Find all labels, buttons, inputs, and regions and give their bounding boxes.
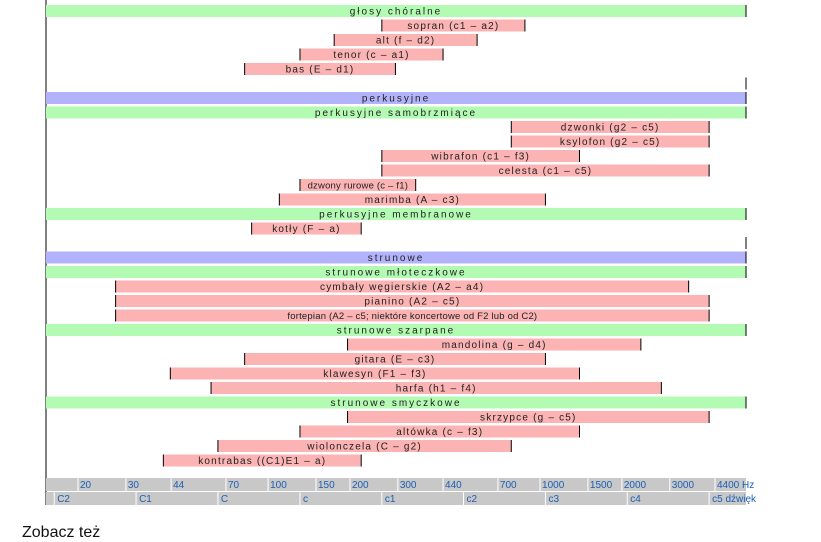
group-header-bar xyxy=(46,266,746,278)
range-bar xyxy=(381,150,580,162)
range-bar xyxy=(244,353,546,365)
frequency-tick-label: 1500 xyxy=(590,480,613,491)
range-bar-label: altówka (c – f3) xyxy=(396,427,483,438)
range-bar xyxy=(299,179,416,191)
range-bar xyxy=(381,19,525,32)
range-bar-label: mandolina (g – d4) xyxy=(442,340,547,351)
frequency-tick-label: 3000 xyxy=(672,480,695,491)
section-header-label: perkusyjne xyxy=(362,94,430,105)
frequency-tick-label: 150 xyxy=(318,480,335,491)
range-bar xyxy=(334,34,478,46)
range-bar-label: dzwonki (g2 – c5) xyxy=(561,123,660,134)
range-bar-label: alt (f – d2) xyxy=(376,36,435,47)
range-bar-label: bas (E – d1) xyxy=(286,65,355,76)
range-bar xyxy=(279,193,546,206)
frequency-tick-label: 4400 Hz xyxy=(717,480,754,491)
frequency-tick-label: 300 xyxy=(400,480,417,491)
frequency-tick-label: 200 xyxy=(352,480,369,491)
group-header-bar xyxy=(46,106,746,119)
range-bar xyxy=(511,121,710,133)
note-tick-label: c5 dźwięk xyxy=(712,494,757,505)
range-bar-label: wibrafon (c1 – f3) xyxy=(430,152,530,163)
range-bar-label: ksylofon (g2 – c5) xyxy=(560,137,661,148)
note-tick-label: C xyxy=(221,494,228,505)
range-bar xyxy=(163,454,362,467)
range-bar xyxy=(115,295,710,307)
range-bar xyxy=(244,63,396,75)
range-bar xyxy=(299,48,444,61)
group-header-label: strunowe młoteczkowe xyxy=(325,268,466,279)
range-bar xyxy=(115,280,689,293)
range-bar-label: sopran (c1 – a2) xyxy=(407,21,499,32)
group-header-label: strunowe szarpane xyxy=(337,326,456,337)
range-bar xyxy=(511,135,710,148)
section-header-bar xyxy=(46,251,746,264)
range-bar-label: celesta (c1 – c5) xyxy=(499,166,593,177)
frequency-tick-label: 100 xyxy=(270,480,287,491)
note-tick-label: c3 xyxy=(548,494,559,505)
frequency-tick-label: 70 xyxy=(228,480,240,491)
range-bar xyxy=(251,222,362,235)
range-bar-label: skrzypce (g – c5) xyxy=(480,413,577,424)
group-header-label: perkusyjne membranowe xyxy=(319,210,473,221)
range-bar-label: marimba (A – c3) xyxy=(365,195,460,206)
group-header-label: perkusyjne samobrzmiące xyxy=(315,108,477,119)
note-tick-label: C1 xyxy=(139,494,152,505)
range-bar xyxy=(299,425,580,438)
range-bar-label: klawesyn (F1 – f3) xyxy=(323,369,426,380)
range-bar-label: fortepian (A2 – c5; niektóre koncertowe … xyxy=(287,311,537,322)
range-bar-label: cymbały węgierskie (A2 – a4) xyxy=(320,282,484,293)
range-bar xyxy=(347,338,641,351)
range-bar xyxy=(211,382,662,394)
range-bar-label: gitara (E – c3) xyxy=(355,355,436,366)
frequency-tick-label: 30 xyxy=(128,480,140,491)
range-bar-label: tenor (c – a1) xyxy=(333,50,409,61)
group-header-label: strunowe smyczkowe xyxy=(330,398,461,409)
frequency-tick-label: 44 xyxy=(173,480,185,491)
note-tick-label: c1 xyxy=(385,494,396,505)
range-bar xyxy=(115,309,710,322)
group-header-bar xyxy=(46,324,746,336)
section-header-bar xyxy=(46,92,746,104)
frequency-tick-label: 2000 xyxy=(624,480,647,491)
range-bar-label: kontrabas ((C1)E1 – a) xyxy=(198,456,326,467)
range-bar xyxy=(347,411,710,423)
frequency-tick-label: 1000 xyxy=(542,480,565,491)
range-bar-label: harfa (h1 – f4) xyxy=(396,384,477,395)
group-header-bar xyxy=(46,208,746,220)
range-bar-label: dzwony rurowe (c – f1) xyxy=(308,181,409,192)
footer-heading: Zobacz też xyxy=(22,524,101,541)
note-tick-label: c2 xyxy=(466,494,477,505)
range-bar xyxy=(381,164,710,177)
group-header-label: głosy chóralne xyxy=(350,7,442,18)
note-axis-band xyxy=(46,492,746,505)
range-bar xyxy=(217,440,512,452)
note-tick-label: c xyxy=(303,494,308,505)
range-bar-label: kotły (F – a) xyxy=(272,224,340,235)
range-bar-label: wiolonczela (C – g2) xyxy=(306,442,422,453)
frequency-tick-label: 700 xyxy=(500,480,517,491)
range-bar-label: pianino (A2 – c5) xyxy=(364,297,460,308)
note-tick-label: c4 xyxy=(630,494,641,505)
section-header-label: strunowe xyxy=(368,253,425,264)
group-header-bar xyxy=(46,5,746,17)
frequency-tick-label: 440 xyxy=(445,480,462,491)
group-header-bar xyxy=(46,396,746,409)
frequency-axis-band xyxy=(46,478,746,491)
range-bar xyxy=(170,367,580,380)
note-tick-label: C2 xyxy=(57,494,70,505)
frequency-tick-label: 20 xyxy=(80,480,92,491)
